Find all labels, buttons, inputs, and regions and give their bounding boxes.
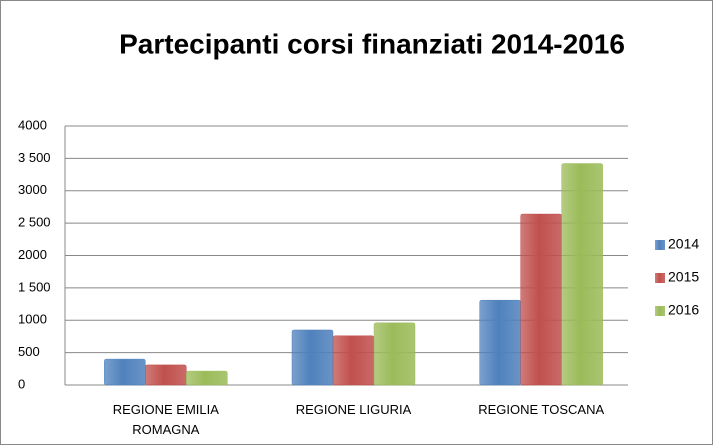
legend-swatch bbox=[655, 306, 665, 316]
bar bbox=[186, 370, 228, 386]
legend-swatch bbox=[655, 273, 665, 283]
bar bbox=[520, 213, 562, 386]
y-tick-label: 3 500 bbox=[18, 150, 51, 165]
x-tick-label: REGIONE EMILIA ROMAGNA bbox=[112, 402, 219, 437]
y-tick-label: 0 bbox=[18, 376, 25, 391]
chart-title: Partecipanti corsi finanziati 2014-2016 bbox=[119, 28, 625, 59]
y-tick-label: 500 bbox=[18, 344, 40, 359]
legend-swatch bbox=[655, 240, 665, 250]
legend-label: 2016 bbox=[668, 302, 699, 318]
bar bbox=[145, 364, 187, 386]
legend-label: 2014 bbox=[668, 236, 699, 252]
y-tick-label: 2000 bbox=[18, 247, 47, 262]
bar bbox=[479, 299, 521, 386]
bar bbox=[373, 322, 416, 386]
x-tick-label: REGIONE LIGURIA bbox=[295, 402, 412, 417]
y-tick-label: 1000 bbox=[18, 312, 47, 327]
x-tick-label: REGIONE TOSCANA bbox=[478, 402, 605, 417]
bar bbox=[561, 163, 603, 386]
y-tick-label: 1 500 bbox=[18, 279, 51, 294]
y-tick-label: 3000 bbox=[18, 182, 47, 197]
legend-label: 2015 bbox=[668, 269, 699, 285]
y-tick-label: 2 500 bbox=[18, 215, 51, 230]
y-tick-label: 4000 bbox=[18, 117, 47, 132]
bar bbox=[104, 358, 146, 386]
bar bbox=[291, 329, 334, 386]
bar bbox=[332, 335, 375, 386]
